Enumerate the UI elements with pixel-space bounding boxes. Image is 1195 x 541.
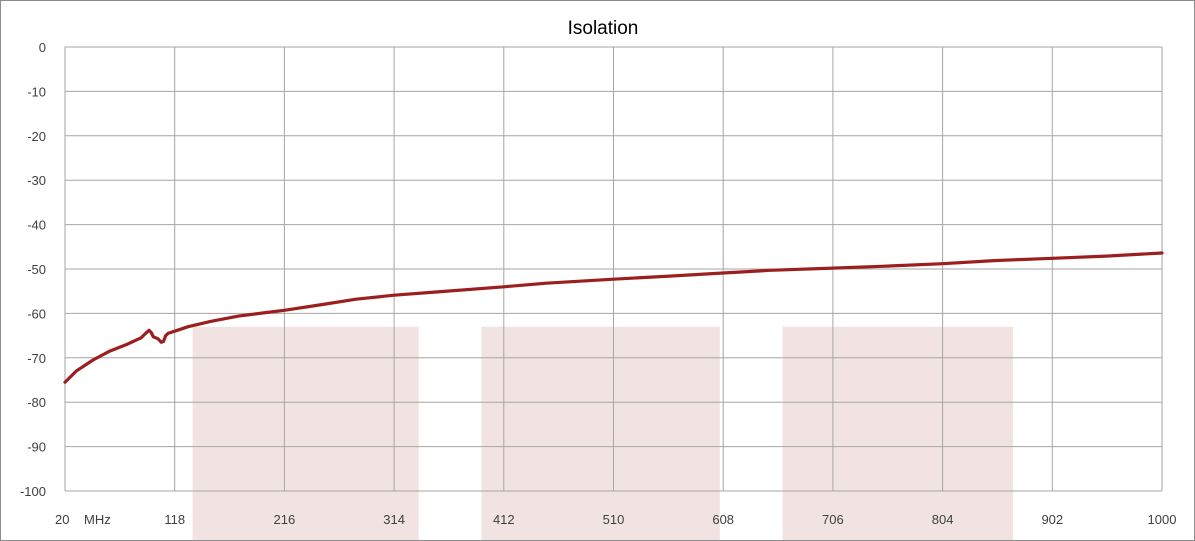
x-tick-label: 314 (383, 512, 405, 527)
y-tick-label: -70 (27, 351, 46, 366)
x-tick-label: 706 (822, 512, 844, 527)
x-tick-label: 20 (55, 512, 69, 527)
shaded-band-1 (192, 326, 419, 540)
isolation-series-line (63, 251, 1164, 384)
shaded-band-2 (481, 326, 720, 540)
series-lines (63, 251, 1164, 384)
x-tick-label: 804 (932, 512, 954, 527)
y-tick-label: -20 (27, 129, 46, 144)
x-tick-label: 608 (712, 512, 734, 527)
x-tick-label: 510 (603, 512, 625, 527)
x-tick-label: 216 (274, 512, 296, 527)
chart-title: Isolation (568, 18, 639, 39)
shaded-band-3 (782, 326, 1014, 540)
shaded-bands (192, 326, 1014, 540)
y-tick-label: -60 (27, 306, 46, 321)
y-axis-ticks: 0 -10 -20 -30 -40 -50 -60 -70 -80 -90 -100 (20, 40, 46, 499)
x-axis-unit-label: MHz (84, 512, 111, 527)
x-tick-label: 1000 (1148, 512, 1177, 527)
y-tick-label: -100 (20, 484, 46, 499)
y-tick-label: 0 (39, 40, 46, 55)
x-axis-ticks: 20 118 216 314 412 510 608 706 804 902 1000 (55, 512, 1176, 527)
y-tick-label: -80 (27, 395, 46, 410)
y-tick-label: -40 (27, 218, 46, 233)
x-tick-label: 118 (164, 512, 185, 527)
x-tick-label: 902 (1041, 512, 1063, 527)
y-tick-label: -10 (27, 84, 46, 99)
y-tick-label: -50 (27, 262, 46, 277)
y-tick-label: -90 (27, 440, 46, 455)
x-tick-label: 412 (493, 512, 515, 527)
y-tick-label: -30 (27, 173, 46, 188)
